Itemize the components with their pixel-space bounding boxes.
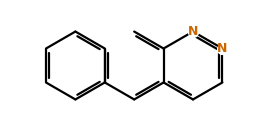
- Text: N: N: [217, 42, 228, 55]
- Text: N: N: [188, 25, 198, 38]
